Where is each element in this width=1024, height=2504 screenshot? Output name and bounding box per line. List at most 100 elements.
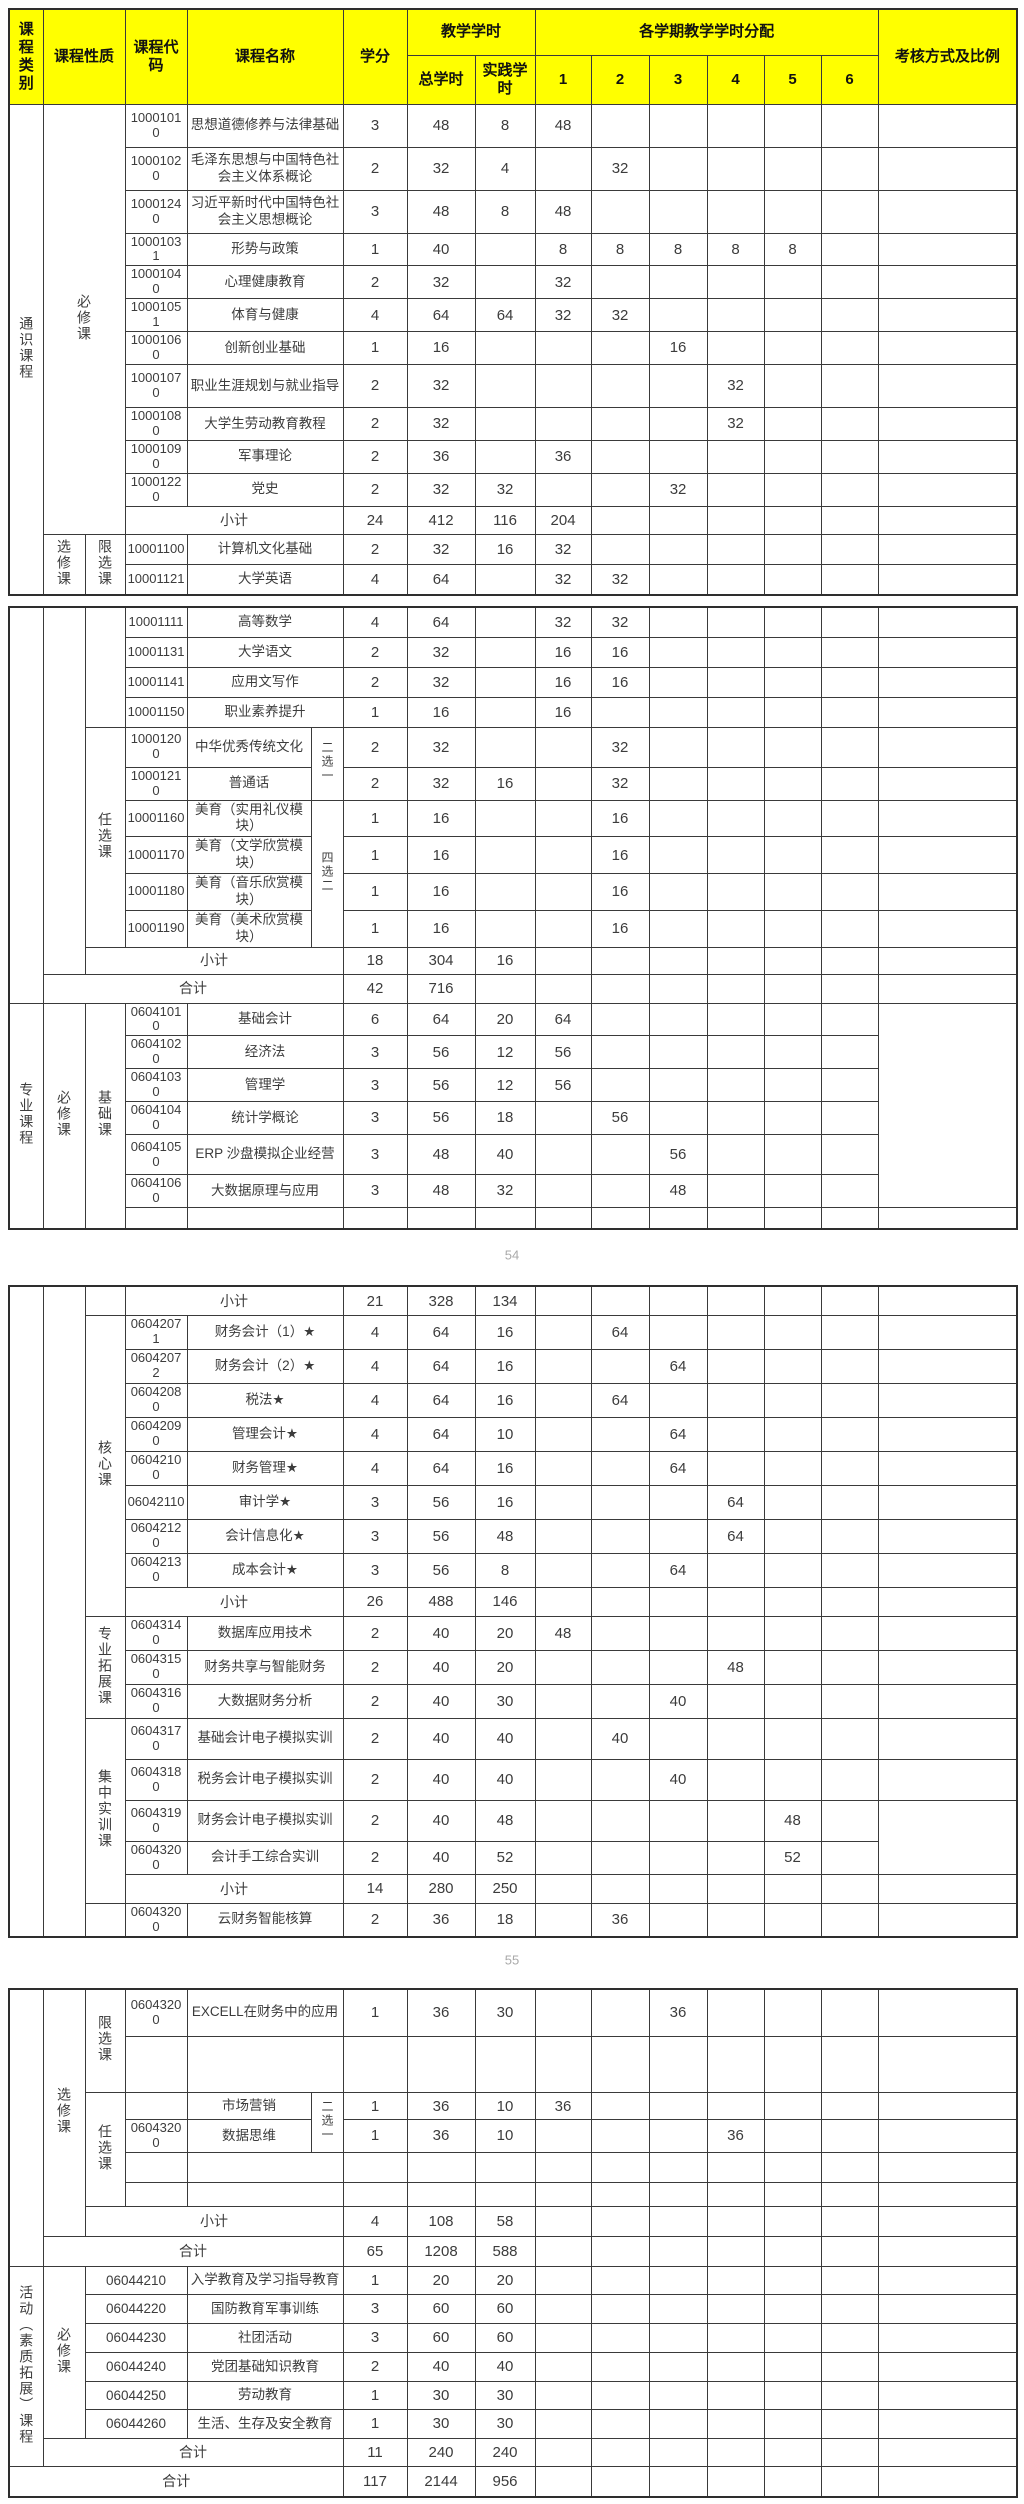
header-teaching-hours: 教学学时 [406,8,536,56]
cell-value [534,1382,592,1418]
course-code: 06041030 [124,1068,188,1103]
course-name: 美育（音乐欣赏模块） [186,873,312,911]
cell-value: 20 [474,1615,536,1651]
cell-value: 32 [648,472,708,507]
cell-value: 64 [406,1348,476,1384]
cell-value: 2 [342,472,408,507]
cell-value [474,265,536,300]
cell-value: 32 [590,766,650,801]
header-semester-4: 4 [706,54,765,105]
vertical-label-text: 二选一 [320,2099,334,2142]
cell-value: 11 [342,2438,408,2467]
vertical-label-text: 必修课 [76,293,92,342]
cell-value: 40 [474,1717,536,1760]
cell-value [763,946,822,975]
cell-value: 32 [406,265,476,300]
table-row: 10001210 普通话 2 32 16 32 [9,766,1018,801]
cell-value [763,1615,822,1651]
cell-value: 204 [534,505,592,535]
cell-value [877,1416,1018,1452]
cell-value [820,533,879,565]
cell-value: 12 [474,1068,536,1103]
cell-value [590,1416,650,1452]
cell-value [706,1450,765,1486]
cell-value: 1 [342,2409,408,2439]
cell-value [648,505,708,535]
cell-value: 4 [342,606,408,638]
cell-value: 56 [534,1035,592,1070]
category-label [42,606,86,975]
cell-value [648,1484,708,1520]
cell-value: 3 [342,1484,408,1520]
cell-value: 32 [534,265,592,300]
table-row: 06043180 税务会计电子模拟实训 2 40 40 40 [9,1758,1018,1801]
table-row: 核心课 06042071 财务会计（1）★ 4 64 16 64 [9,1314,1018,1617]
table-row: 06041040 统计学概论 3 56 18 56 [9,1101,1017,1135]
header-assessment: 考核方式及比例 [877,8,1018,105]
table-row: 10001051 体育与健康 4 64 64 32 32 [9,298,1018,333]
cell-value [706,2036,765,2094]
cell-value [763,2206,822,2237]
cell-value [590,265,650,300]
course-code: 06042110 [124,1484,188,1520]
course-name: 入学教育及学习指导教育 [186,2266,344,2295]
cell-value: 4 [342,298,408,333]
cell-value [342,1206,408,1230]
cell-value: 1 [342,696,408,728]
cell-value: 48 [406,1174,476,1208]
table-row: 10001060 创新创业基础 1 16 16 [9,331,1018,365]
cell-value [763,766,822,801]
cell-value [820,696,879,728]
category-label: 活动（素质拓展）课程 [8,2266,44,2467]
cell-value [763,146,822,191]
table-row [9,2152,1018,2183]
cell-value [763,1683,822,1719]
cell-value: 4 [342,1450,408,1486]
table-row: 10001150 职业素养提升 1 16 16 [9,696,1018,728]
cell-value: 56 [406,1552,476,1588]
cell-value: 36 [406,439,476,474]
course-code [124,2152,188,2183]
cell-value [820,146,879,191]
cell-value [590,1068,650,1103]
course-code: 06041020 [124,1035,188,1070]
cell-value [590,2323,650,2353]
cell-value [706,2409,765,2439]
cell-value [706,1035,765,1070]
course-name [186,2036,344,2094]
cell-value: 36 [590,1902,650,1938]
cell-value: 40 [474,1134,536,1175]
cell-value [820,1314,879,1350]
vertical-label-text: 必修课 [56,2326,72,2375]
cell-value [534,1758,592,1801]
cell-value [877,1518,1018,1554]
cell-value [820,1758,879,1801]
course-name: 习近平新时代中国特色社会主义思想概论 [186,189,344,234]
course-code: 10001100 [124,533,188,565]
course-name: 基础会计 [186,1002,344,1037]
cell-value [590,2119,650,2153]
cell-value [474,2036,536,2094]
cell-value: 32 [534,533,592,565]
cell-value [590,2236,650,2267]
cell-value: 3 [342,2294,408,2324]
cell-value: 40 [648,1758,708,1801]
cell-value [820,2152,879,2183]
course-code: 06042120 [124,1518,188,1554]
cell-value [706,1586,765,1617]
cell-value [820,1873,879,1904]
cell-value [877,1902,1018,1938]
cell-value: 14 [342,1873,408,1904]
course-name [186,2182,344,2207]
cell-value: 42 [342,973,408,1004]
cell-value [763,1758,822,1801]
cell-value [763,2152,822,2183]
table-row: 06044230 社团活动 3 60 60 [9,2323,1018,2353]
cell-value [763,1068,822,1103]
course-name: 税务会计电子模拟实训 [186,1758,344,1801]
cell-value [877,766,1018,801]
course-code: 10001040 [124,265,188,300]
summary-label: 合计 [42,973,344,1004]
course-name: 财务共享与智能财务 [186,1649,344,1685]
